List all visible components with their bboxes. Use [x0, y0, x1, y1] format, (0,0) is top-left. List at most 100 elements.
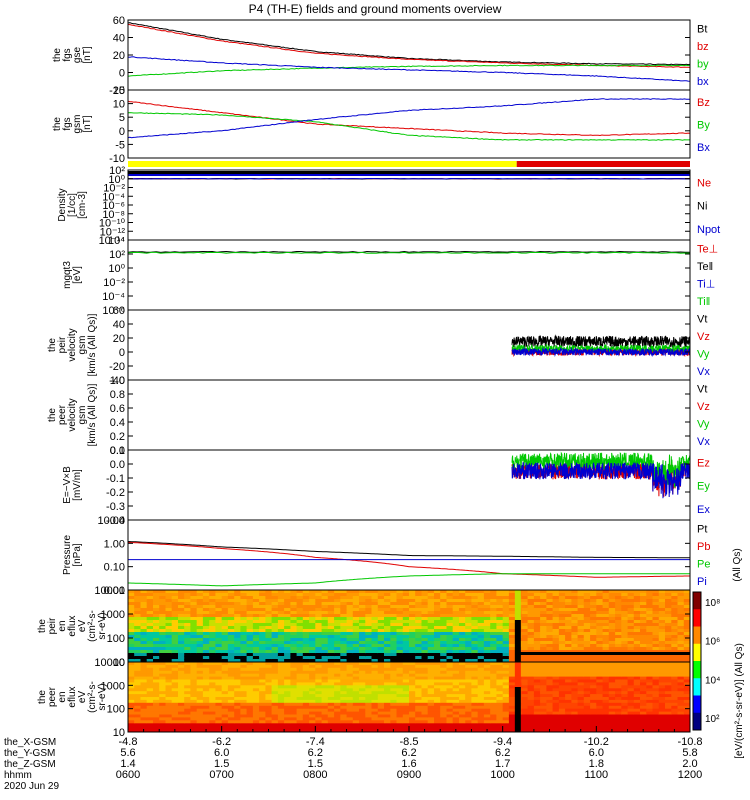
- series-line-bx-0: [128, 56, 690, 82]
- legend-peir-velocity-Vz: Vz: [697, 331, 710, 343]
- spectrogram-ion: [128, 590, 690, 662]
- ytick-label-fgs-gse: 0: [119, 68, 125, 80]
- legend-peir-velocity-Vy: Vy: [697, 348, 710, 360]
- ylabel-line-peir-velocity: gsm: [77, 336, 88, 355]
- xaxis-value: 6.0: [589, 747, 604, 759]
- xaxis-value: -10.2: [584, 736, 609, 748]
- series-line-Vt-4: [511, 334, 690, 349]
- ylabel-efield: E=−V×B [mV/m]: [62, 466, 83, 504]
- ylabel-line-pressure: [nPa]: [72, 543, 83, 567]
- ytick-label-temperature: 10⁻⁶: [102, 305, 125, 317]
- ytick-label-efield: -0.3: [106, 501, 125, 513]
- ytick-label-efield: -0.4: [106, 515, 125, 527]
- legend-peir-velocity-Vx: Vx: [697, 366, 710, 378]
- legend-peer-velocity-Vy: Vy: [697, 418, 710, 430]
- ylabel-line-efield: E=−V×B: [62, 466, 73, 504]
- ytick-label-density: 10⁻¹⁴: [99, 235, 126, 247]
- plot-date: 2020 Jun 29: [4, 781, 59, 792]
- ylabel-line-peir-eflux: eflux: [67, 615, 78, 636]
- ylabel-line-density: Density: [57, 188, 68, 221]
- legend-fgs-gsm-Bz: Bz: [697, 97, 710, 109]
- svg-text:[eV/(cm²-s-sr-eV)] (All Qs): [eV/(cm²-s-sr-eV)] (All Qs): [734, 643, 745, 759]
- ytick-label-fgs-gsm: -5: [115, 139, 125, 151]
- ytick-label-pressure: 1.00: [104, 538, 125, 550]
- ylabel-line-temperature: mgqt3: [62, 261, 73, 289]
- ytick-label-peir-velocity: 40: [113, 319, 125, 331]
- ylabel-peir-eflux: the peir en eflux eV (cm²-s-sr-eV): [37, 610, 108, 642]
- ylabel-line-fgs-gsm: fgs: [62, 117, 73, 130]
- ytick-label-peer-velocity: 0.2: [110, 431, 125, 443]
- xaxis-value: -8.5: [400, 736, 419, 748]
- ylabel-line-peer-velocity: velocity: [67, 398, 78, 431]
- ylabel-line-peer-velocity: [km/s (All Qs)]: [87, 383, 98, 446]
- spectrogram-gap-electron: [514, 687, 521, 732]
- ytick-label-density: 10⁻²: [103, 183, 125, 195]
- ylabel-line-peir-velocity: peir: [57, 336, 68, 353]
- legend-density-Ni: Ni: [697, 201, 707, 213]
- ytick-label-efield: -0.1: [106, 473, 125, 485]
- xaxis-value: 1.6: [401, 758, 416, 770]
- ytick-label-density: 10⁻¹²: [100, 226, 126, 238]
- density-flat-band: [128, 171, 690, 174]
- xaxis-value: 1000: [490, 769, 514, 781]
- legend-temperature-Te⊥: Te⊥: [697, 243, 718, 255]
- legend-fgs-gsm-By: By: [697, 120, 710, 132]
- ylabel-line-fgs-gse: [nT]: [82, 46, 93, 63]
- status-bar-red: [516, 161, 690, 167]
- ytick-label-temperature: 10⁰: [108, 263, 125, 275]
- xaxis-row-label: the_Y-GSM: [4, 748, 55, 759]
- ytick-label-efield: -0.2: [106, 487, 125, 499]
- xaxis-value: 1.5: [214, 758, 229, 770]
- colorbar-tick: 10²: [705, 714, 720, 725]
- ytick-label-fgs-gse: -20: [109, 85, 125, 97]
- legend-pressure-Pi: Pi: [697, 576, 707, 588]
- xaxis-value: 5.6: [120, 747, 135, 759]
- legend-pressure-Pe: Pe: [697, 558, 710, 570]
- ytick-label-efield: 0.0: [110, 459, 125, 471]
- panel-frame-temperature: [127, 239, 691, 311]
- series-line-Bt-0: [128, 22, 690, 66]
- ylabel-line-fgs-gse: gse: [72, 47, 83, 64]
- ytick-label-fgs-gse: 20: [113, 50, 125, 62]
- xaxis-value: 5.8: [682, 747, 697, 759]
- panel-frame-fgs-gse: [127, 19, 691, 91]
- ylabel-fgs-gsm: the fgs gsm [nT]: [52, 115, 93, 134]
- ylabel-line-peir-eflux: en: [57, 620, 68, 631]
- ytick-label-peer-velocity: 1.0: [110, 375, 125, 387]
- ytick-label-peer-eflux: 10: [113, 727, 125, 739]
- xaxis-value: 0900: [397, 769, 421, 781]
- ylabel-pressure: Pressure [nPa]: [62, 535, 83, 575]
- ytick-label-peir-velocity: -40: [109, 375, 125, 387]
- legend-fgs-gse-bz: bz: [697, 41, 709, 53]
- ylabel-line-peer-eflux: the: [37, 690, 48, 704]
- xaxis-value: 6.2: [495, 747, 510, 759]
- ylabel-line-peir-eflux: eV: [77, 620, 88, 633]
- xaxis-row-label: hhmm: [4, 770, 32, 781]
- xaxis-value: 6.2: [308, 747, 323, 759]
- xaxis-value: 1.7: [495, 758, 510, 770]
- xaxis-value: 1.4: [120, 758, 135, 770]
- ytick-label-peir-eflux: 100: [107, 633, 125, 645]
- xaxis-row-label: the_Z-GSM: [4, 759, 56, 770]
- ylabel-line-fgs-gse: the: [52, 48, 63, 62]
- legend-fgs-gsm-Bx: Bx: [697, 142, 710, 154]
- ytick-label-fgs-gse: 60: [113, 15, 125, 27]
- ytick-label-fgs-gsm: 10: [113, 99, 125, 111]
- ylabel-peir-velocity: the peir velocity gsm [km/s (All Qs)]: [47, 313, 98, 376]
- colorbar-frame: [692, 591, 702, 731]
- ytick-label-temperature: 10⁻²: [103, 277, 125, 289]
- colorbar-label: [eV/(cm²-s-sr-eV)] (All Qs): [734, 643, 745, 759]
- colorbar-tick: 10⁸: [705, 598, 720, 609]
- xaxis-value: -7.4: [306, 736, 325, 748]
- ytick-label-fgs-gsm: -10: [109, 153, 125, 165]
- ylabel-line-fgs-gsm: gsm: [72, 115, 83, 134]
- ytick-label-peir-velocity: 20: [113, 333, 125, 345]
- legend-pressure-Pt: Pt: [697, 523, 707, 535]
- ylabel-line-fgs-gse: fgs: [62, 48, 73, 61]
- plot-title: P4 (TH-E) fields and ground moments over…: [249, 2, 502, 16]
- ylabel-line-peer-velocity: the: [47, 408, 58, 422]
- xaxis-row-label: the_X-GSM: [4, 737, 56, 748]
- legend-efield-Ez: Ez: [697, 457, 710, 469]
